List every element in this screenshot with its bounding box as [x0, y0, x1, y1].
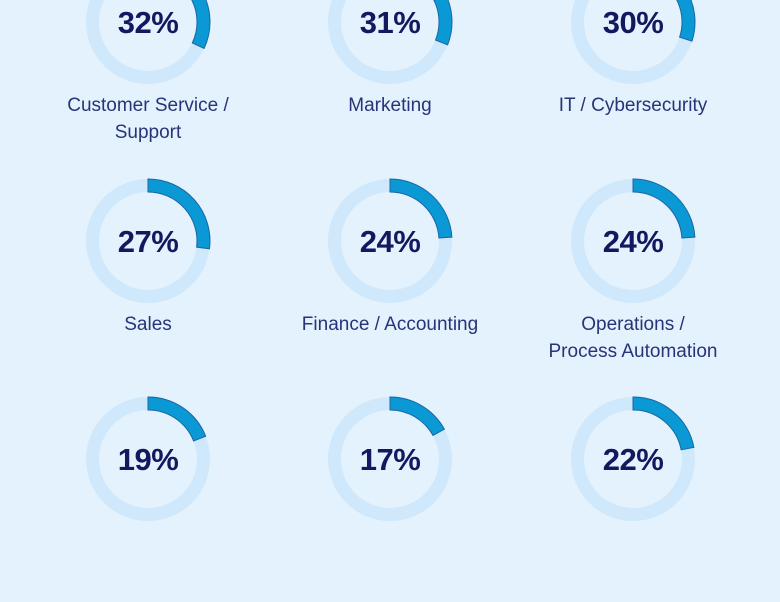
donut-marketing: 31% Marketing [260, 0, 520, 165]
percent-value: 24% [602, 224, 664, 259]
donut-value-arc [632, 396, 695, 451]
percent-value: 17% [359, 442, 421, 477]
donut-value-arc [676, 0, 696, 42]
donut-ring [571, 178, 696, 303]
donut-value-arc [147, 396, 207, 442]
category-label: Sales [124, 314, 172, 335]
percent-value: 24% [359, 224, 421, 259]
percent-value: 27% [117, 224, 179, 259]
percent-value: 22% [602, 442, 664, 477]
donut-finance-accounting: 24% Finance / Accounting [260, 166, 520, 384]
category-label: Operations / Process Automation [548, 314, 718, 362]
percent-value: 32% [117, 5, 179, 40]
donut-row3-col1: 19% [18, 384, 278, 602]
donut-value-arc [389, 396, 446, 437]
donut-row3-col3: 22% [503, 384, 763, 602]
percent-value: 30% [602, 5, 664, 40]
donut-ring [571, 0, 696, 84]
donut-it-cybersecurity: 30% IT / Cybersecurity [503, 0, 763, 165]
category-label: IT / Cybersecurity [558, 95, 708, 116]
percent-value: 19% [117, 442, 179, 477]
donut-value-arc [389, 178, 453, 239]
donut-value-arc [433, 0, 453, 46]
category-label: Marketing [348, 95, 432, 116]
category-label: Finance / Accounting [301, 314, 479, 335]
donut-value-arc [147, 178, 211, 250]
donut-customer-service: 32% Customer Service / Support [18, 0, 278, 165]
donut-sales: 27% Sales [18, 166, 278, 384]
donut-ring [328, 0, 453, 84]
donut-ring [86, 178, 211, 303]
donut-ring [86, 0, 211, 84]
donut-value-arc [191, 0, 211, 50]
donut-operations: 24% Operations / Process Automation [503, 166, 763, 384]
donut-ring [328, 178, 453, 303]
donut-value-arc [632, 178, 696, 239]
category-label: Customer Service / Support [67, 95, 229, 143]
donut-row3-col2: 17% [260, 384, 520, 602]
percent-value: 31% [359, 5, 421, 40]
